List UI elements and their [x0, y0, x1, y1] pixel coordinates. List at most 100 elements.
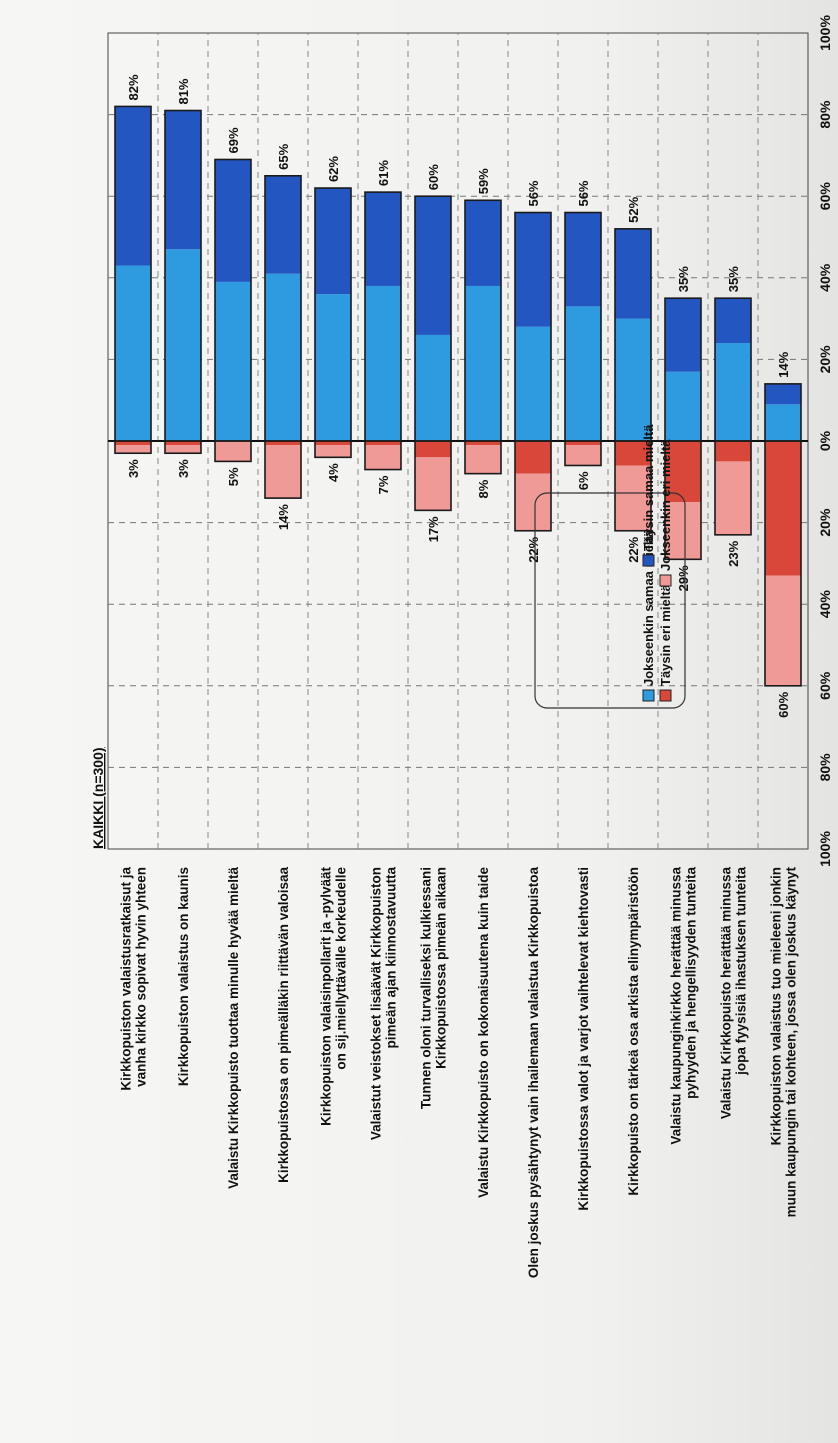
- bar-segment-disagree-full: [515, 441, 551, 474]
- bar-segment-agree-full: [515, 212, 551, 327]
- bar-outline-agree: [464, 199, 502, 442]
- disagree-total-label: 22%: [626, 536, 641, 562]
- category-label-line: Kirkkopuiston valaisinpollarit ja -pylvä…: [319, 867, 334, 1126]
- bar-segment-agree-some: [165, 249, 201, 441]
- disagree-total-label: 29%: [676, 565, 691, 591]
- category-label: Valaistu Kirkkopuisto herättää minussajo…: [719, 867, 749, 1120]
- bar-segment-disagree-full: [115, 441, 151, 446]
- category-label-line: Kirkkopuiston valaistusratkaisut ja: [119, 867, 134, 1091]
- bar-segment-disagree-some: [365, 445, 401, 470]
- x-tick-label: 60%: [817, 182, 833, 211]
- sample-size-label: KAIKKI (n=300): [90, 747, 106, 849]
- legend-swatch-disagree-some: [659, 574, 672, 587]
- bar-segment-disagree-some: [315, 445, 351, 458]
- bar-segment-disagree-full: [665, 441, 701, 503]
- category-label: Kirkkopuiston valaistusratkaisut javanha…: [119, 867, 149, 1091]
- category-label-line: pimeän ajan kiinnostavuutta: [384, 867, 399, 1049]
- x-tick-label: 100%: [817, 831, 833, 867]
- bar-segment-disagree-some: [665, 502, 701, 560]
- bar-outline-agree: [564, 211, 602, 442]
- bar-segment-agree-full: [165, 110, 201, 250]
- bar-outline-agree: [714, 297, 752, 442]
- legend-frame: [534, 492, 686, 709]
- disagree-total-label: 4%: [326, 463, 341, 482]
- agree-total-label: 35%: [726, 266, 741, 292]
- category-label-line: muun kaupungin tai kohteen, jossa olen j…: [784, 867, 799, 1218]
- disagree-total-label: 3%: [126, 459, 141, 478]
- bar-segment-agree-some: [415, 334, 451, 441]
- disagree-total-label: 14%: [276, 504, 291, 530]
- agree-total-label: 60%: [426, 164, 441, 190]
- x-tick-label: 40%: [817, 263, 833, 292]
- agree-total-label: 14%: [776, 351, 791, 377]
- agree-total-label: 81%: [176, 78, 191, 104]
- legend-swatch-agree-some: [642, 689, 655, 702]
- category-label: Kirkkopuisto on tärkeä osa arkista eliny…: [626, 867, 641, 1196]
- bar-outline-agree: [514, 211, 552, 442]
- disagree-total-label: 3%: [176, 459, 191, 478]
- bar-segment-disagree-some: [415, 457, 451, 511]
- bar-segment-agree-full: [715, 298, 751, 344]
- bar-segment-disagree-some: [715, 461, 751, 535]
- disagree-total-label: 23%: [726, 540, 741, 566]
- bar-segment-agree-some: [115, 265, 151, 441]
- x-tick-label: 40%: [817, 590, 833, 619]
- category-label: Valaistu kaupunginkirkko herättää minuss…: [669, 867, 699, 1145]
- chart-legend: Täysin eri mieltä Jokseenkin eri mieltä …: [534, 424, 686, 709]
- bar-segment-agree-some: [765, 404, 801, 441]
- category-label-line: Kirkkopuiston valaistus on kaunis: [176, 867, 191, 1086]
- legend-swatch-disagree-full: [659, 689, 672, 702]
- category-label: Kirkkopuistossa valot ja varjot vaihtele…: [576, 867, 591, 1211]
- category-label-line: Kirkkopuiston valaistus tuo mieleeni jon…: [769, 867, 784, 1145]
- bar-segment-disagree-some: [465, 445, 501, 474]
- category-label-line: Valaistu Kirkkopuisto on kokonaisuutena …: [476, 867, 491, 1198]
- x-tick-label: 80%: [817, 753, 833, 782]
- bar-outline-agree: [764, 383, 802, 442]
- disagree-total-label: 17%: [426, 516, 441, 542]
- category-label-line: on sij.miellyttävälle korkeudelle: [334, 867, 349, 1070]
- category-label-line: Kirkkopuistossa pimeän aikaan: [434, 867, 449, 1069]
- agree-total-label: 61%: [376, 160, 391, 186]
- agree-total-label: 62%: [326, 156, 341, 182]
- x-tick-label: 80%: [817, 100, 833, 129]
- bar-segment-agree-some: [315, 294, 351, 441]
- bar-outline-agree: [414, 195, 452, 442]
- category-label: Valaistu Kirkkopuisto on kokonaisuutena …: [476, 867, 491, 1198]
- legend-label-agree-full: Täysin samaa mieltä: [641, 424, 656, 551]
- bar-segment-agree-full: [265, 175, 301, 274]
- bar-segment-disagree-some: [265, 445, 301, 499]
- category-label-line: jopa fyysisiä ihastuksen tunteita: [734, 867, 749, 1076]
- disagree-total-label: 5%: [226, 467, 241, 486]
- category-label-line: vanha kirkko sopivat hyvin yhteen: [134, 867, 149, 1087]
- bar-segment-disagree-some: [165, 445, 201, 454]
- disagree-total-label: 60%: [776, 691, 791, 717]
- legend-label-disagree-some: Jokseenkin eri mieltä: [658, 439, 673, 571]
- bar-outline-agree: [264, 174, 302, 442]
- bar-segment-disagree-some: [615, 465, 651, 531]
- bar-segment-agree-full: [215, 159, 251, 282]
- bar-segment-disagree-some: [565, 445, 601, 466]
- bar-segment-disagree-full: [415, 441, 451, 458]
- legend-label-disagree-full: Täysin eri mieltä: [658, 583, 673, 686]
- agree-total-label: 59%: [476, 168, 491, 194]
- category-label: Valaistut veistokset lisäävät Kirkkopuis…: [369, 867, 399, 1141]
- bar-outline-agree: [664, 297, 702, 442]
- x-tick-label: 100%: [817, 15, 833, 51]
- bar-segment-agree-full: [115, 106, 151, 266]
- bar-segment-agree-some: [565, 306, 601, 441]
- bar-segment-disagree-full: [615, 440, 651, 466]
- x-tick-label: 20%: [817, 508, 833, 537]
- bar-segment-agree-full: [415, 196, 451, 335]
- agree-total-label: 56%: [576, 180, 591, 206]
- category-label: Kirkkopuiston valaistus tuo mieleeni jon…: [769, 867, 799, 1218]
- category-label-line: Kirkkopuistossa valot ja varjot vaihtele…: [576, 867, 591, 1211]
- agree-total-label: 65%: [276, 143, 291, 169]
- category-label-line: Kirkkopuisto on tärkeä osa arkista eliny…: [626, 867, 641, 1196]
- bar-segment-disagree-full: [165, 441, 201, 446]
- bar-segment-agree-some: [265, 273, 301, 441]
- agree-total-label: 69%: [226, 127, 241, 153]
- disagree-total-label: 8%: [476, 479, 491, 498]
